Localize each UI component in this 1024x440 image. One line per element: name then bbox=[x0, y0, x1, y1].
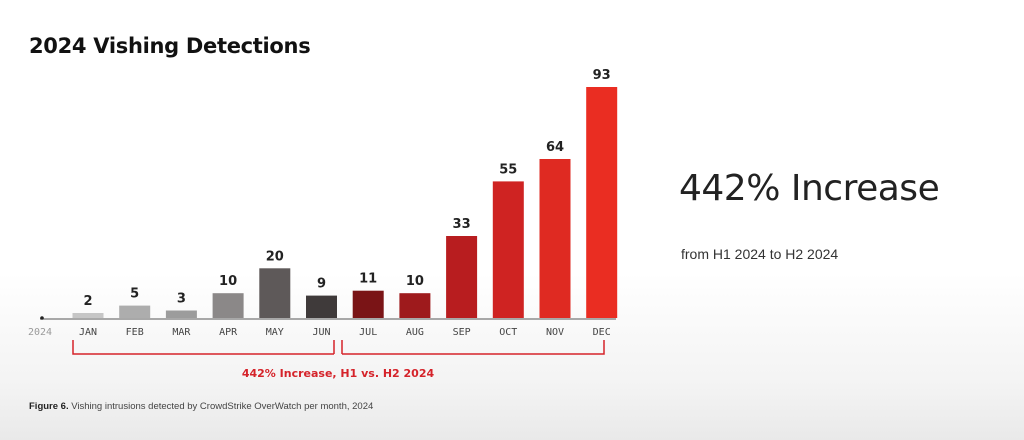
tick-label-may: MAY bbox=[266, 327, 284, 338]
value-labels-layer: 2 5 3 10 20 9 11 10 33 55 64 93 bbox=[83, 68, 610, 309]
value-label-jun: 9 bbox=[317, 277, 326, 292]
tick-label-jun: JUN bbox=[312, 327, 330, 338]
value-label-feb: 5 bbox=[130, 287, 139, 302]
bar-dec bbox=[586, 87, 618, 318]
tick-labels-layer: JAN FEB MAR APR MAY JUN JUL AUG SEP OCT NOV DEC bbox=[79, 327, 611, 338]
tick-label-dec: DEC bbox=[593, 327, 611, 338]
bar-aug bbox=[399, 293, 431, 318]
bracket-layer bbox=[72, 340, 605, 355]
value-label-mar: 3 bbox=[177, 292, 186, 307]
bar-sep bbox=[446, 236, 478, 318]
bar-apr bbox=[212, 293, 244, 318]
bar-jun bbox=[306, 295, 337, 318]
tick-label-nov: NOV bbox=[546, 327, 564, 338]
tick-label-sep: SEP bbox=[453, 327, 471, 338]
side-headline: 442% Increase bbox=[679, 168, 940, 209]
value-label-apr: 10 bbox=[219, 274, 237, 289]
bar-jul bbox=[352, 290, 384, 318]
value-label-nov: 64 bbox=[546, 140, 564, 155]
bracket-label: 442% Increase, H1 vs. H2 2024 bbox=[242, 367, 435, 380]
tick-label-mar: MAR bbox=[172, 327, 191, 338]
tick-label-jul: JUL bbox=[359, 327, 377, 338]
value-label-may: 20 bbox=[266, 249, 284, 264]
caption-text: Vishing intrusions detected by CrowdStri… bbox=[68, 401, 374, 412]
value-label-sep: 33 bbox=[453, 217, 471, 232]
chart-title: 2024 Vishing Detections bbox=[29, 34, 311, 58]
side-subtitle: from H1 2024 to H2 2024 bbox=[681, 246, 839, 262]
bar-jan bbox=[72, 313, 104, 318]
figure-caption: Figure 6. Vishing intrusions detected by… bbox=[29, 401, 373, 412]
value-label-dec: 93 bbox=[593, 68, 611, 83]
tick-label-apr: APR bbox=[219, 327, 238, 338]
bars-layer bbox=[72, 87, 618, 318]
bar-oct bbox=[492, 181, 524, 318]
bar-chart: 2 5 3 10 20 9 11 10 33 55 64 93 2024 JAN FEB MAR APR MA… bbox=[28, 68, 618, 380]
value-label-aug: 10 bbox=[406, 274, 424, 289]
tick-label-feb: FEB bbox=[126, 327, 144, 338]
value-label-oct: 55 bbox=[499, 162, 517, 177]
tick-label-jan: JAN bbox=[79, 327, 97, 338]
value-label-jul: 11 bbox=[359, 272, 377, 287]
value-label-jan: 2 bbox=[83, 294, 92, 309]
tick-label-aug: AUG bbox=[406, 327, 424, 338]
bar-nov bbox=[539, 159, 571, 318]
h1-h2-bracket bbox=[72, 340, 605, 355]
tick-label-oct: OCT bbox=[499, 327, 517, 338]
bar-mar bbox=[165, 310, 197, 318]
bar-may bbox=[259, 268, 291, 318]
year-label: 2024 bbox=[28, 327, 52, 338]
figure-label: Figure 6. bbox=[29, 401, 69, 412]
axis-origin-dot bbox=[40, 316, 44, 320]
bar-feb bbox=[119, 305, 151, 318]
